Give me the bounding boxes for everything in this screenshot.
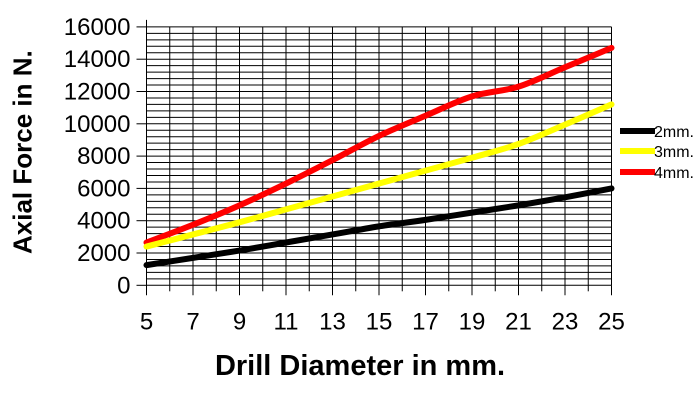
svg-text:13: 13 bbox=[319, 308, 346, 335]
svg-text:11: 11 bbox=[274, 308, 299, 335]
svg-text:15: 15 bbox=[366, 308, 393, 335]
svg-text:25: 25 bbox=[598, 308, 625, 335]
svg-text:4000: 4000 bbox=[77, 208, 130, 235]
svg-text:3mm.: 3mm. bbox=[654, 144, 694, 161]
svg-text:8000: 8000 bbox=[77, 143, 130, 170]
svg-text:10000: 10000 bbox=[64, 111, 131, 138]
svg-text:2000: 2000 bbox=[77, 240, 130, 267]
svg-text:4mm.: 4mm. bbox=[654, 165, 694, 182]
svg-text:23: 23 bbox=[552, 308, 579, 335]
svg-text:14000: 14000 bbox=[64, 46, 131, 73]
svg-text:16000: 16000 bbox=[64, 14, 131, 41]
svg-text:0: 0 bbox=[117, 272, 130, 299]
svg-text:2mm.: 2mm. bbox=[654, 124, 694, 141]
svg-text:9: 9 bbox=[233, 308, 246, 335]
svg-text:12000: 12000 bbox=[64, 79, 131, 106]
svg-text:17: 17 bbox=[412, 308, 439, 335]
svg-text:7: 7 bbox=[186, 308, 199, 335]
svg-text:19: 19 bbox=[459, 308, 486, 335]
svg-text:6000: 6000 bbox=[77, 175, 130, 202]
svg-text:21: 21 bbox=[505, 308, 532, 335]
svg-text:5: 5 bbox=[140, 308, 153, 335]
